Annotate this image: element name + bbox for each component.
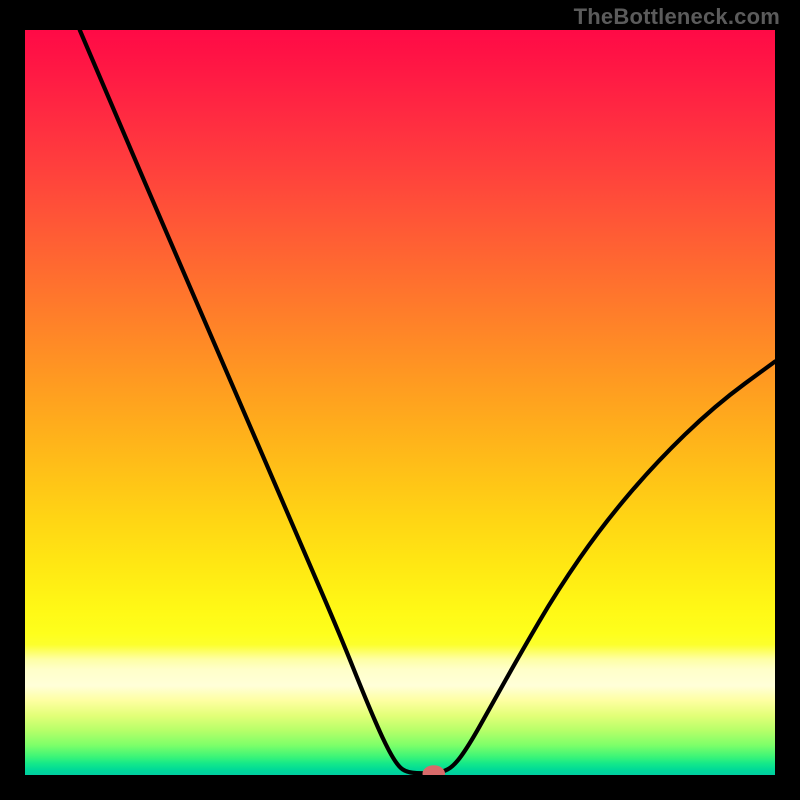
chart-frame: TheBottleneck.com: [0, 0, 800, 800]
gradient-background: [25, 30, 775, 775]
bottleneck-chart: [25, 30, 775, 775]
watermark-text: TheBottleneck.com: [574, 4, 780, 30]
